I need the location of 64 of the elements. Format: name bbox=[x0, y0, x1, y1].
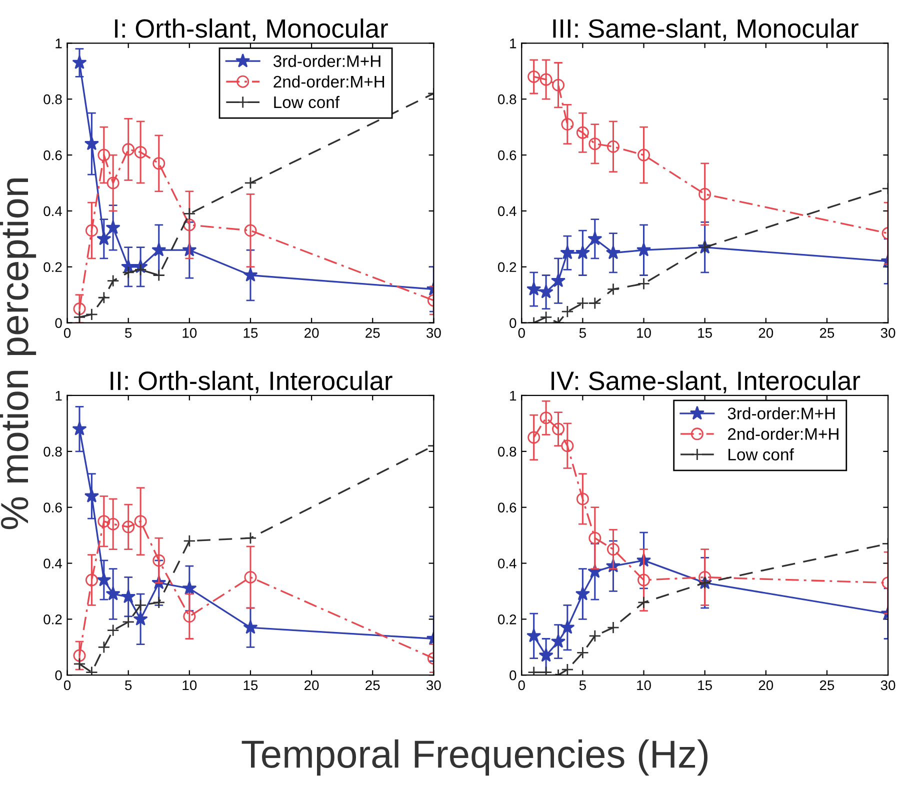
x-tick-label: 5 bbox=[125, 680, 132, 690]
y-tick-label: 0.4 bbox=[498, 558, 516, 568]
y-tick-label: 0.4 bbox=[498, 206, 516, 216]
x-tick-label: 5 bbox=[579, 680, 586, 690]
y-tick-label: 0 bbox=[510, 318, 516, 328]
x-tick-label: 25 bbox=[820, 328, 834, 338]
legend-label: 3rd-order:M+H bbox=[273, 54, 380, 68]
y-tick-label: 0.4 bbox=[44, 558, 62, 568]
legend-label: 2nd-order:M+H bbox=[728, 428, 838, 440]
y-tick-label: 1 bbox=[56, 390, 62, 401]
x-tick-label: 25 bbox=[820, 680, 834, 690]
y-tick-label: 1 bbox=[510, 390, 516, 401]
chart-title: III: Same-slant, Monocular bbox=[553, 18, 858, 41]
x-tick-label: 10 bbox=[182, 680, 197, 690]
x-axis-title: Temporal Frequencies (Hz) bbox=[242, 739, 708, 776]
y-axis-title: % motion perception bbox=[0, 178, 36, 530]
y-tick-label: 0 bbox=[55, 670, 62, 680]
y-tick-label: 0.2 bbox=[498, 262, 516, 272]
x-tick-label: 20 bbox=[304, 328, 319, 338]
y-tick-label: 0.4 bbox=[44, 206, 62, 216]
x-tick-label: 25 bbox=[366, 680, 380, 690]
y-tick-label: 0.2 bbox=[44, 262, 62, 272]
y-tick-label: 0.6 bbox=[44, 502, 62, 512]
y-tick-label: 0.2 bbox=[44, 614, 62, 624]
y-tick-label: 0.8 bbox=[498, 446, 516, 457]
y-tick-label: 0.8 bbox=[498, 94, 516, 104]
chart-title: I: Orth-slant, Monocular bbox=[115, 18, 388, 41]
x-tick-label: 30 bbox=[880, 328, 896, 338]
x-tick-label: 30 bbox=[426, 680, 441, 690]
y-tick-label: 0.6 bbox=[498, 150, 516, 160]
x-tick-label: 0 bbox=[518, 328, 525, 338]
x-tick-label: 25 bbox=[366, 328, 380, 338]
y-tick-label: 0.6 bbox=[44, 150, 62, 160]
x-tick-label: 10 bbox=[182, 328, 197, 338]
y-tick-label: 1 bbox=[510, 38, 516, 48]
legend-label: 2nd-order:M+H bbox=[274, 75, 384, 88]
legend-label: Low conf bbox=[728, 448, 794, 460]
y-tick-label: 0.8 bbox=[44, 446, 62, 457]
x-tick-label: 20 bbox=[758, 328, 774, 338]
y-tick-label: 1 bbox=[56, 38, 62, 48]
x-tick-label: 0 bbox=[64, 328, 71, 338]
x-tick-label: 15 bbox=[244, 680, 258, 690]
x-tick-label: 15 bbox=[244, 328, 258, 338]
x-tick-label: 15 bbox=[698, 328, 712, 338]
x-tick-label: 10 bbox=[637, 680, 651, 690]
y-tick-label: 0 bbox=[55, 318, 62, 328]
legend-label: 3rd-order:M+H bbox=[728, 407, 835, 420]
x-tick-label: 15 bbox=[698, 680, 712, 690]
x-tick-label: 20 bbox=[304, 680, 319, 690]
x-tick-label: 30 bbox=[880, 680, 896, 690]
chart-title: II: Orth-slant, Interocular bbox=[110, 370, 392, 394]
x-tick-label: 30 bbox=[426, 328, 441, 338]
y-tick-label: 0.6 bbox=[498, 502, 516, 512]
legend-label: Low conf bbox=[274, 96, 340, 108]
x-tick-label: 5 bbox=[125, 328, 132, 338]
y-tick-label: 0.8 bbox=[44, 94, 62, 104]
x-tick-label: 20 bbox=[758, 680, 774, 690]
x-tick-label: 0 bbox=[64, 680, 71, 690]
y-tick-label: 0.2 bbox=[498, 614, 516, 624]
x-tick-label: 10 bbox=[637, 328, 651, 338]
x-tick-label: 0 bbox=[518, 680, 525, 690]
y-tick-label: 0 bbox=[510, 670, 516, 680]
chart-title: IV: Same-slant, Interocular bbox=[552, 370, 860, 394]
x-tick-label: 5 bbox=[579, 328, 586, 338]
